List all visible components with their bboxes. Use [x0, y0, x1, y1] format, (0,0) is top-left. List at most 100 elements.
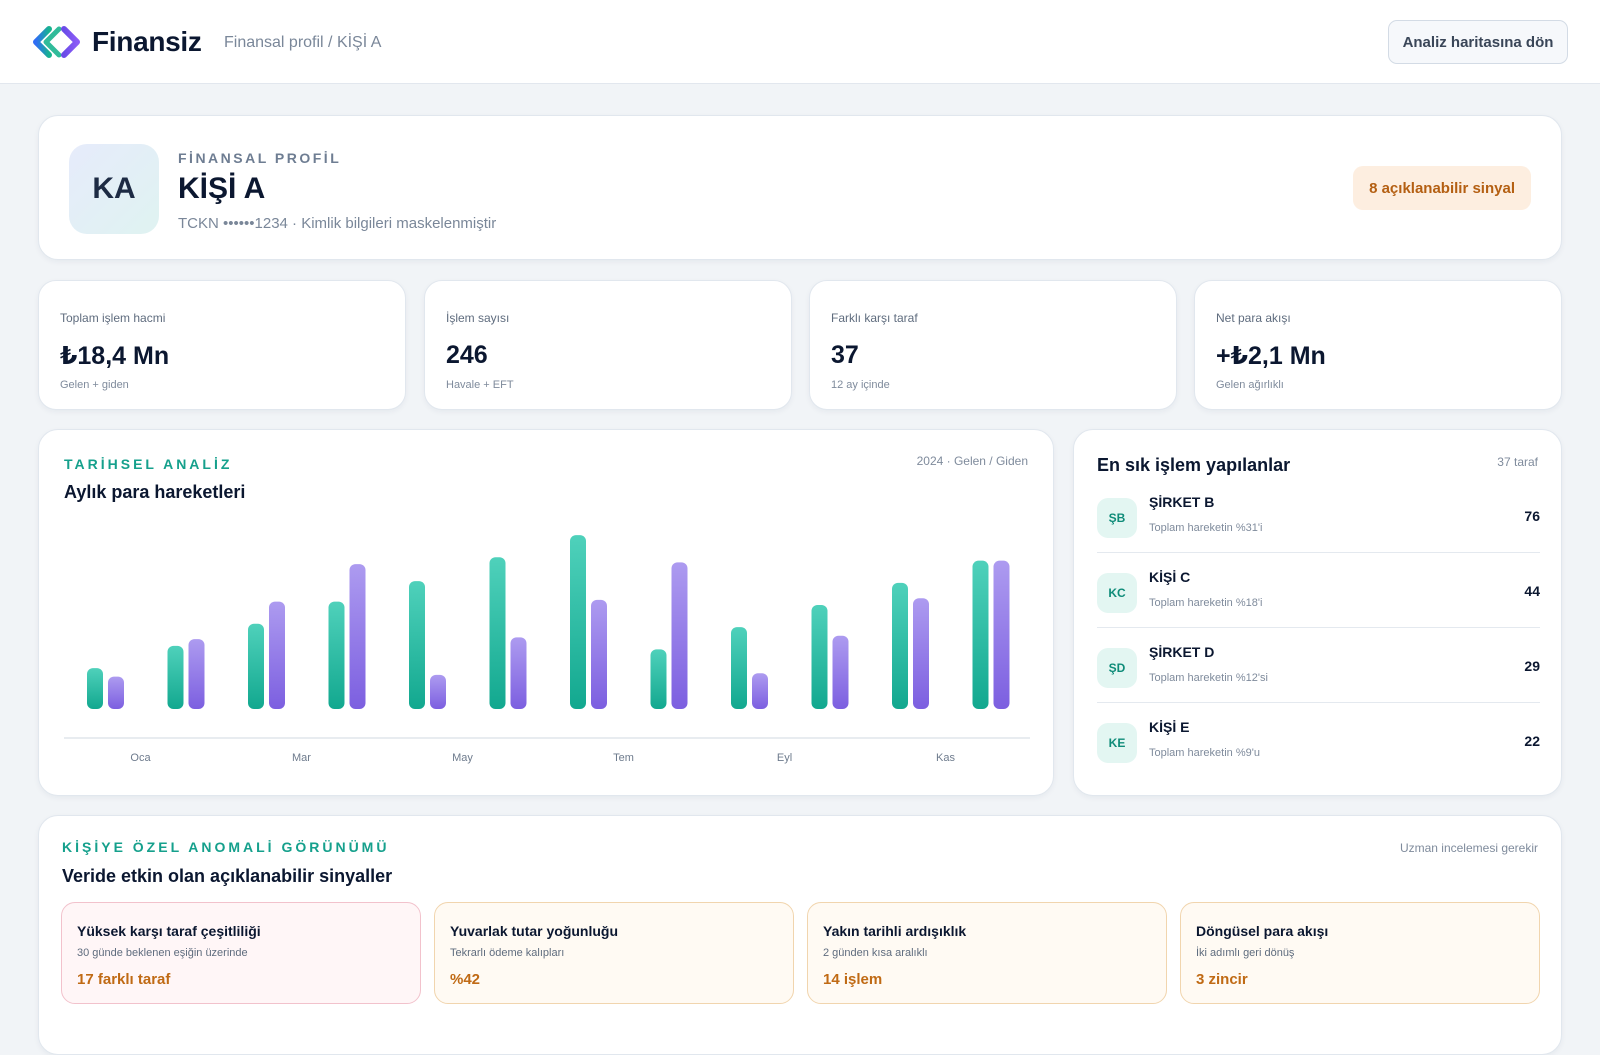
signal-count-badge[interactable]: 8 açıklanabilir sinyal	[1353, 166, 1531, 210]
chart-eyebrow: TARİHSEL ANALİZ	[64, 456, 233, 472]
bar-outgoing-6[interactable]	[510, 637, 527, 709]
bar-incoming-8[interactable]	[650, 649, 667, 709]
top-counterparties-card: En sık işlem yapılanlar 37 taraf ŞB ŞİRK…	[1073, 429, 1562, 796]
bar-outgoing-8[interactable]	[671, 562, 688, 709]
list-item[interactable]: ŞD ŞİRKET D Toplam hareketin %12'si 29	[1097, 635, 1540, 710]
counterparty-name: ŞİRKET B	[1149, 494, 1215, 510]
x-tick-label: Kas	[936, 752, 955, 764]
bar-outgoing-3[interactable]	[269, 601, 285, 709]
stat-card-volume: Toplam işlem hacmi ₺18,4 Mn Gelen + gide…	[38, 280, 406, 410]
brand-name[interactable]: Finansiz	[92, 26, 202, 57]
top-bar: Finansiz Finansal profil / KİŞİ A Analiz…	[0, 0, 1600, 84]
stat-note: Gelen + giden	[60, 379, 129, 391]
stat-card-counterparties: Farklı karşı taraf 37 12 ay içinde	[809, 280, 1177, 410]
anomaly-desc: İki adımlı geri dönüş	[1196, 947, 1295, 959]
x-tick-label: Oca	[130, 752, 151, 764]
counterparty-badge: KC	[1097, 573, 1137, 613]
anomaly-value: 17 farklı taraf	[77, 971, 171, 988]
anomaly-tile[interactable]: Yakın tarihli ardışıklık 2 günden kısa a…	[807, 902, 1167, 1004]
counterparty-name: KİŞİ E	[1149, 719, 1190, 735]
bar-outgoing-7[interactable]	[591, 599, 607, 709]
bar-outgoing-5[interactable]	[430, 674, 446, 709]
anomaly-card: KİŞİYE ÖZEL ANOMALİ GÖRÜNÜMÜ Veride etki…	[38, 815, 1562, 1055]
x-tick-label: Eyl	[777, 752, 792, 764]
anomaly-tile[interactable]: Yuvarlak tutar yoğunluğu Tekrarlı ödeme …	[434, 902, 794, 1004]
avatar: KA	[69, 144, 159, 234]
counterparty-count: 76	[1524, 508, 1540, 524]
anomaly-tile[interactable]: Döngüsel para akışı İki adımlı geri dönü…	[1180, 902, 1540, 1004]
stat-label: Toplam işlem hacmi	[60, 311, 166, 325]
stat-note: Havale + EFT	[446, 379, 514, 391]
profile-card: KA FİNANSAL PROFİL KİŞİ A TCKN ••••••123…	[38, 115, 1562, 260]
stat-value: ₺18,4 Mn	[60, 342, 170, 370]
back-to-map-button[interactable]: Analiz haritasına dön	[1388, 20, 1568, 64]
brand-logo-icon	[33, 26, 80, 58]
anomaly-eyebrow: KİŞİYE ÖZEL ANOMALİ GÖRÜNÜMÜ	[62, 839, 390, 855]
bar-outgoing-9[interactable]	[752, 673, 768, 709]
anomaly-value: 14 işlem	[823, 971, 883, 988]
counterparty-count: 29	[1524, 658, 1540, 674]
counterparty-count: 22	[1524, 733, 1540, 749]
anomaly-desc: 30 günde beklenen eşiğin üzerinde	[77, 947, 248, 959]
anomaly-title: Veride etkin olan açıklanabilir sinyalle…	[62, 866, 393, 886]
bar-outgoing-11[interactable]	[913, 598, 929, 709]
monthly-chart-card: Oca Mar May Tem Eyl Kas TARİHSEL ANALİZ Aylık…	[38, 429, 1054, 796]
stat-value: 246	[446, 341, 488, 369]
stat-value: 37	[831, 341, 859, 369]
stat-label: Net para akışı	[1216, 311, 1291, 325]
profile-eyebrow: FİNANSAL PROFİL	[178, 150, 342, 166]
stat-card-netflow: Net para akışı +₺2,1 Mn Gelen ağırlıklı	[1194, 280, 1562, 410]
counterparty-badge: ŞB	[1097, 498, 1137, 538]
chart-meta: 2024 · Gelen / Giden	[916, 454, 1028, 468]
chart-title: Aylık para hareketleri	[64, 482, 246, 502]
bar-outgoing-4[interactable]	[349, 564, 366, 709]
monthly-bar-chart: Oca Mar May Tem Eyl Kas	[64, 535, 1030, 764]
stat-label: Farklı karşı taraf	[831, 311, 918, 325]
x-tick-label: Mar	[292, 752, 311, 764]
x-tick-label: May	[452, 752, 473, 764]
bar-outgoing-1[interactable]	[108, 676, 124, 709]
profile-subtitle: TCKN ••••••1234 · Kimlik bilgileri maske…	[178, 215, 497, 232]
anomaly-name: Yakın tarihli ardışıklık	[823, 923, 967, 939]
bar-incoming-12[interactable]	[972, 560, 989, 709]
divider	[1097, 627, 1540, 628]
bar-incoming-2[interactable]	[167, 645, 184, 709]
bar-outgoing-12[interactable]	[993, 560, 1010, 709]
list-item[interactable]: ŞB ŞİRKET B Toplam hareketin %31'i 76	[1097, 485, 1540, 560]
anomaly-meta: Uzman incelemesi gerekir	[1399, 841, 1538, 855]
bar-incoming-4[interactable]	[328, 601, 345, 709]
counterparty-name: ŞİRKET D	[1149, 644, 1215, 660]
list-item[interactable]: KE KİŞİ E Toplam hareketin %9'u 22	[1097, 710, 1540, 785]
divider	[1097, 702, 1540, 703]
stat-card-count: İşlem sayısı 246 Havale + EFT	[424, 280, 792, 410]
counterparty-name: KİŞİ C	[1149, 569, 1191, 585]
anomaly-value: 3 zincir	[1196, 971, 1248, 988]
bar-incoming-1[interactable]	[87, 668, 103, 709]
anomaly-name: Yüksek karşı taraf çeşitliliği	[77, 923, 261, 939]
counterparty-share: Toplam hareketin %31'i	[1149, 522, 1263, 534]
breadcrumb: Finansal profil / KİŞİ A	[224, 34, 382, 51]
divider	[1097, 552, 1540, 553]
bar-incoming-11[interactable]	[892, 582, 908, 709]
anomaly-tile[interactable]: Yüksek karşı taraf çeşitliliği 30 günde …	[61, 902, 421, 1004]
x-tick-label: Tem	[613, 752, 634, 764]
anomaly-desc: Tekrarlı ödeme kalıpları	[450, 947, 565, 959]
bar-incoming-3[interactable]	[248, 623, 264, 709]
stat-value: +₺2,1 Mn	[1216, 342, 1326, 370]
counterparty-share: Toplam hareketin %18'i	[1149, 597, 1263, 609]
bar-incoming-9[interactable]	[731, 627, 747, 709]
anomaly-name: Yuvarlak tutar yoğunluğu	[450, 923, 619, 939]
counterparty-share: Toplam hareketin %9'u	[1149, 747, 1260, 759]
bar-incoming-5[interactable]	[409, 581, 425, 709]
stat-note: 12 ay içinde	[831, 379, 890, 391]
bar-incoming-10[interactable]	[811, 605, 828, 709]
bar-outgoing-10[interactable]	[832, 635, 849, 709]
bar-incoming-7[interactable]	[570, 535, 586, 709]
bar-incoming-6[interactable]	[489, 557, 506, 709]
stat-label: İşlem sayısı	[446, 311, 510, 325]
counterparty-share: Toplam hareketin %12'si	[1149, 672, 1268, 684]
list-item[interactable]: KC KİŞİ C Toplam hareketin %18'i 44	[1097, 560, 1540, 635]
counterparty-count: 44	[1524, 583, 1540, 599]
anomaly-value: %42	[450, 971, 481, 988]
bar-outgoing-2[interactable]	[188, 639, 205, 709]
